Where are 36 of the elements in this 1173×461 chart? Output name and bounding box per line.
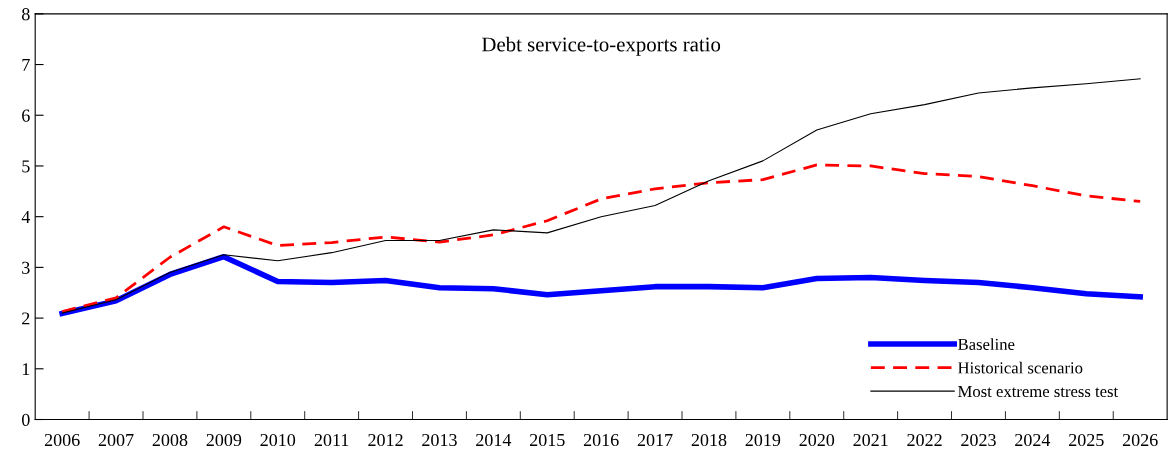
legend-label: Most extreme stress test <box>958 385 1119 398</box>
y-tick-label: 0 <box>21 413 30 426</box>
y-tick-label: 4 <box>21 211 31 223</box>
x-tick-label: 2022 <box>907 433 942 447</box>
x-tick-label: 2026 <box>1122 433 1158 447</box>
y-tick-label: 2 <box>22 312 30 325</box>
x-tick-label: 2012 <box>368 433 403 447</box>
x-tick-label: 2007 <box>98 433 134 447</box>
x-tick-label: 2006 <box>44 433 80 447</box>
text: Debt service-to-exports ratio <box>482 36 721 56</box>
x-tick-label: 2008 <box>152 433 188 447</box>
y-tick-label: 3 <box>22 261 30 274</box>
x-tick-label: 2018 <box>691 433 727 447</box>
x-tick-label: 2025 <box>1069 433 1104 447</box>
x-tick-label: 2011 <box>314 433 349 447</box>
x-tick-label: 2017 <box>637 433 673 447</box>
x-tick-label: 2014 <box>476 433 512 447</box>
line-series <box>61 78 1141 314</box>
x-tick-label: 2024 <box>1015 433 1051 447</box>
x-tick-label: 2020 <box>799 433 835 447</box>
x-tick-label: 2015 <box>530 433 565 447</box>
x-tick-label: 2013 <box>422 433 457 447</box>
y-tick-label: 1 <box>22 363 30 376</box>
x-tick-label: 2021 <box>853 433 888 447</box>
y-tick-label: 5 <box>22 160 30 173</box>
x-tick-label: 2019 <box>745 433 781 447</box>
x-tick-label: 2023 <box>961 433 996 447</box>
x-tick-label: 2016 <box>583 433 619 447</box>
legend-label: Baseline <box>958 338 1015 350</box>
legend-label: Historical scenario <box>958 361 1083 374</box>
x-tick-label: 2010 <box>260 433 296 447</box>
y-tick-label: 7 <box>22 58 30 71</box>
y-tick-label: 8 <box>21 8 30 21</box>
x-tick-label: 2009 <box>206 433 242 447</box>
line-series <box>60 163 1142 313</box>
y-tick-label: 6 <box>22 109 30 122</box>
